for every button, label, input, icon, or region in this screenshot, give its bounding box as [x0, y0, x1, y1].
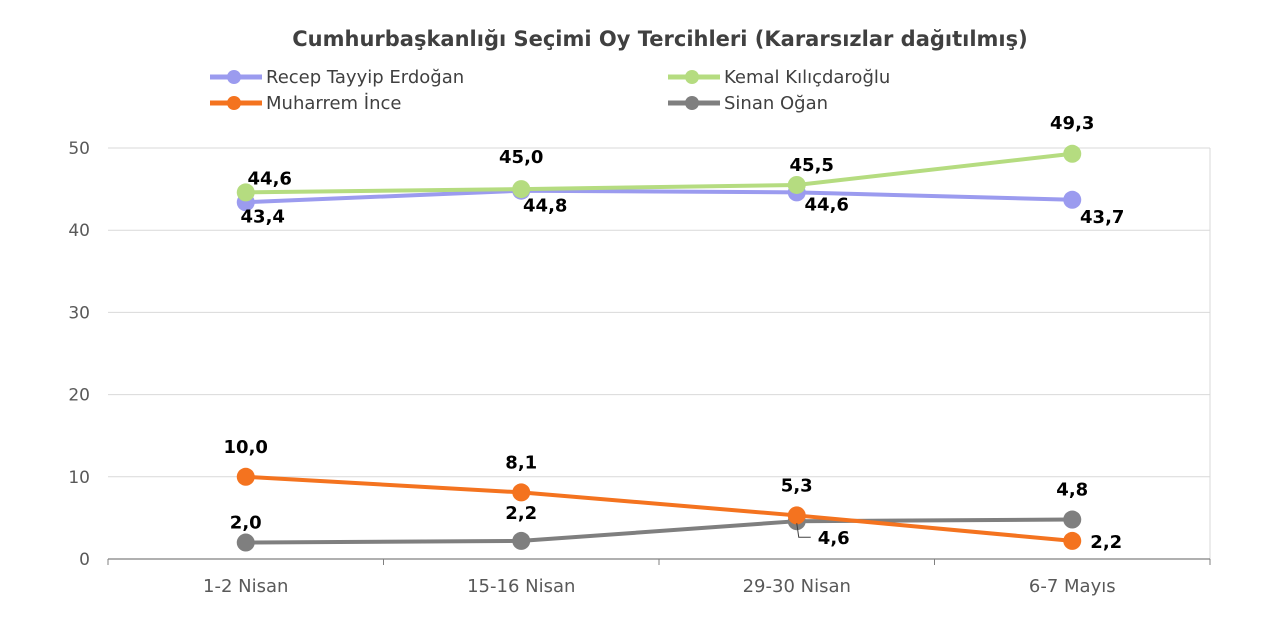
- legend-label: Sinan Oğan: [724, 93, 828, 114]
- data-label: 5,3: [781, 475, 813, 496]
- legend-swatch-marker: [685, 70, 699, 84]
- gridlines: [108, 147, 1211, 559]
- legend-item: Kemal Kılıçdaroğlu: [668, 67, 890, 88]
- series-line: [245, 188, 1073, 205]
- legend-label: Recep Tayyip Erdoğan: [266, 67, 464, 88]
- data-label: 4,6: [818, 528, 850, 549]
- data-label: 44,6: [805, 194, 849, 215]
- data-label: 45,0: [499, 147, 543, 168]
- data-point: [1063, 531, 1082, 550]
- y-tick-label: 50: [68, 139, 90, 159]
- data-point: [512, 180, 531, 199]
- y-tick-label: 40: [68, 221, 90, 241]
- x-tick-label: 6-7 Mayıs: [1029, 576, 1116, 597]
- legend: Recep Tayyip Erdoğan Kemal Kılıçdaroğlu Mu…: [210, 67, 890, 114]
- y-tick-label: 20: [68, 386, 90, 406]
- y-tick-label: 0: [79, 550, 90, 570]
- data-label: 45,5: [790, 155, 834, 176]
- x-tick-label: 29-30 Nisan: [743, 576, 851, 597]
- data-label: 2,2: [1090, 532, 1122, 553]
- series-1: 44,6 45,0 45,5 49,3: [236, 113, 1094, 202]
- legend-label: Muharrem İnce: [266, 93, 401, 114]
- series-group: 2,0 2,2 4,6 4,8 10,0 8,1 5,3 2,2 43,4 44,8 44,6 43,…: [224, 113, 1125, 553]
- data-point: [236, 533, 255, 552]
- data-point: [236, 183, 255, 202]
- data-point: [787, 506, 806, 525]
- y-tick-label: 10: [68, 468, 90, 488]
- data-point: [1063, 190, 1082, 209]
- series-line: [245, 151, 1073, 195]
- legend-swatch-marker: [227, 96, 241, 110]
- data-label: 44,6: [248, 168, 292, 189]
- data-label: 2,2: [505, 503, 537, 524]
- data-label: 2,0: [230, 513, 262, 534]
- data-point: [787, 175, 806, 194]
- axes: 0 10 20 30 40 50 1-2 Nisan 15-16 Nisan 29-30 Nis…: [68, 139, 1211, 597]
- data-point: [1063, 144, 1082, 163]
- legend-swatch-marker: [227, 70, 241, 84]
- x-tick-label: 15-16 Nisan: [467, 576, 575, 597]
- legend-label: Kemal Kılıçdaroğlu: [724, 67, 890, 88]
- legend-item: Muharrem İnce: [210, 93, 401, 114]
- y-tick-label: 30: [68, 303, 90, 323]
- data-point: [512, 531, 531, 550]
- series-3: 2,0 2,2 4,6 4,8: [230, 480, 1088, 552]
- data-point: [512, 483, 531, 502]
- data-label: 44,8: [523, 196, 567, 217]
- legend-item: Sinan Oğan: [668, 93, 828, 114]
- series-line: [245, 517, 1073, 545]
- data-label: 49,3: [1050, 113, 1094, 134]
- legend-swatch-marker: [685, 96, 699, 110]
- series-line: [245, 474, 1073, 543]
- data-point: [1063, 510, 1082, 529]
- data-label: 4,8: [1056, 480, 1088, 501]
- data-label: 8,1: [505, 452, 537, 473]
- data-point: [236, 467, 255, 486]
- series-2: 10,0 8,1 5,3 2,2: [224, 437, 1123, 553]
- data-label: 43,4: [241, 206, 285, 227]
- legend-item: Recep Tayyip Erdoğan: [210, 67, 464, 88]
- x-tick-label: 1-2 Nisan: [203, 576, 288, 597]
- data-label: 43,7: [1080, 207, 1124, 228]
- chart-title: Cumhurbaşkanlığı Seçimi Oy Tercihleri (K…: [292, 27, 1027, 51]
- leader-line: [796, 523, 811, 538]
- data-label: 10,0: [224, 437, 268, 458]
